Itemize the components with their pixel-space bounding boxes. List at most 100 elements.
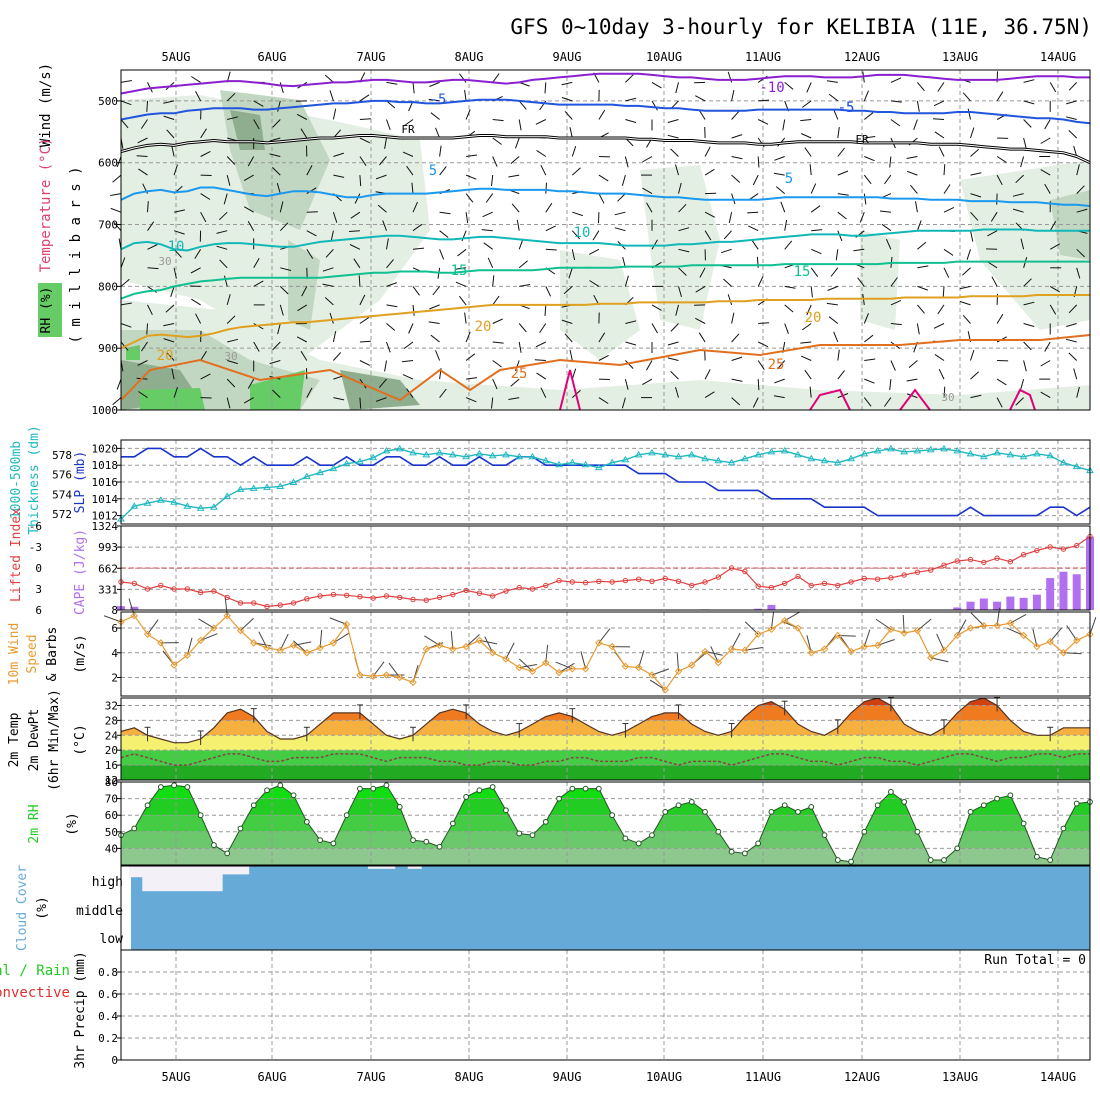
rh-point <box>756 841 761 846</box>
cape-bar <box>1006 597 1014 610</box>
tick-label: 500 <box>98 95 118 108</box>
tick-label: 40 <box>105 842 118 855</box>
wind-barb <box>359 275 360 286</box>
axis-label: RH (%) <box>39 287 54 334</box>
axis-label: (m/s) <box>73 634 88 673</box>
rh-point <box>490 785 495 790</box>
rh-point <box>849 859 854 864</box>
tick-label: 16 <box>105 759 118 772</box>
li-tick-label: 0 <box>35 562 42 575</box>
contour-label: 20 <box>157 348 174 364</box>
contour-label: -5 <box>430 92 447 108</box>
wind-barb <box>137 156 148 157</box>
contour-label: 30 <box>158 255 171 268</box>
date-label-bottom: 7AUG <box>357 1070 386 1084</box>
tick-label: 1014 <box>92 493 119 506</box>
tick-label: 50 <box>105 826 118 839</box>
axis-label: Thickness (dm) <box>27 425 42 535</box>
rh-point <box>915 829 920 834</box>
rh-shading <box>140 388 205 410</box>
cloud-high-cover <box>169 866 183 891</box>
rh-point <box>331 841 336 846</box>
rh-point <box>530 833 535 838</box>
rh-point <box>145 803 150 808</box>
run-total: Run Total = 0 <box>984 953 1086 968</box>
rh-point <box>477 788 482 793</box>
cloud-high-cover <box>209 866 223 891</box>
wind-barb <box>147 101 148 112</box>
cape-bar <box>767 605 775 610</box>
tick-label: 600 <box>98 157 118 170</box>
cape-bar <box>1073 574 1081 610</box>
rh-point <box>358 786 363 791</box>
rh-point <box>344 813 349 818</box>
axis-label: Speed <box>25 634 40 673</box>
cloud-level-label: low <box>100 932 124 947</box>
tick-label: 8 <box>111 604 118 617</box>
thickness-tick-label: 578 <box>52 449 72 462</box>
li-tick-label: 6 <box>35 604 42 617</box>
rh-point <box>596 786 601 791</box>
rh-point <box>278 783 283 788</box>
rh-point <box>968 809 973 814</box>
wind-barb <box>758 379 759 390</box>
axis-label: 1000-500mb <box>9 441 24 519</box>
precip-convective-label: Convective <box>0 985 70 1001</box>
axis-label: (%) <box>65 812 80 835</box>
date-label-bottom: 10AUG <box>646 1070 682 1084</box>
tick-label: 0.2 <box>98 1032 118 1045</box>
rh-point <box>464 795 469 800</box>
axis-label: Lifted Index <box>9 508 24 602</box>
date-label-top: 12AUG <box>844 50 880 64</box>
rh-point <box>875 803 880 808</box>
contour-label: 30 <box>941 391 954 404</box>
cloud-level-label: high <box>92 875 123 890</box>
rh-point <box>384 783 389 788</box>
rh-point <box>769 809 774 814</box>
rh-point <box>822 833 827 838</box>
contour-label: 15 <box>794 264 811 280</box>
contour-label: 25 <box>768 357 785 373</box>
precip-total-label: Total / Rain <box>0 963 70 979</box>
cape-bar <box>1020 598 1028 610</box>
axis-label: Temperature (°C) <box>38 138 54 273</box>
contour-label: 30 <box>224 350 237 363</box>
thickness-tick-label: 572 <box>52 508 72 521</box>
cape-bar <box>1046 578 1054 610</box>
rh-point <box>809 805 814 810</box>
date-label-bottom: 12AUG <box>844 1070 880 1084</box>
rh-point <box>437 844 442 849</box>
rh-point <box>995 796 1000 801</box>
rh-point <box>397 805 402 810</box>
wind-barb <box>546 249 557 250</box>
tick-label: 32 <box>105 699 118 712</box>
cloud-high-cover <box>142 866 156 891</box>
tick-label: 662 <box>98 562 118 575</box>
rh-point <box>636 841 641 846</box>
rh-point <box>225 851 230 856</box>
rh-point <box>610 813 615 818</box>
cloud-fill <box>131 866 1090 950</box>
axis-label: 10m Wind <box>7 623 22 686</box>
contour-label: FR <box>401 123 415 136</box>
tick-label: 800 <box>98 280 118 293</box>
rh-point <box>132 826 137 831</box>
rh-point <box>570 786 575 791</box>
rh-point <box>729 849 734 854</box>
cloud-level-label: middle <box>76 904 123 919</box>
rh-point <box>1074 801 1079 806</box>
axis-label: CAPE (J/kg) <box>73 529 88 615</box>
axis-label: 2m Temp <box>7 712 22 767</box>
rh-point <box>1035 854 1040 859</box>
date-label-bottom: 6AUG <box>258 1070 287 1084</box>
rh-point <box>411 838 416 843</box>
rh-point <box>902 800 907 805</box>
rh-point <box>782 803 787 808</box>
axis-label: 3hr Precip (mm) <box>73 951 88 1068</box>
thickness-tick-label: 574 <box>52 488 72 501</box>
temp-band <box>121 765 1090 780</box>
date-label-bottom: 13AUG <box>942 1070 978 1084</box>
tick-label: 6 <box>111 622 118 635</box>
